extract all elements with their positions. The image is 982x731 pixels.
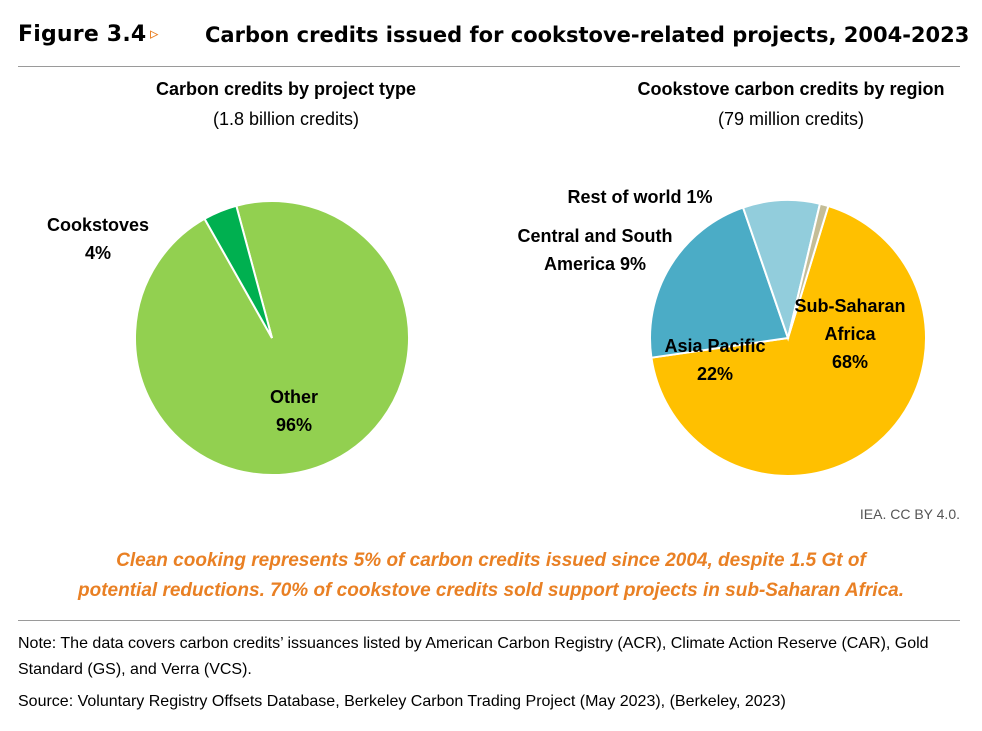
pie-project-type bbox=[134, 200, 410, 476]
slice-label-cookstoves: Cookstoves 4% bbox=[30, 211, 166, 267]
slice-label-csa-line1: Central and South bbox=[517, 226, 673, 246]
slice-label-central-south-america: Central and South America 9% bbox=[495, 222, 695, 278]
summary-line-1: Clean cooking represents 5% of carbon cr… bbox=[116, 550, 866, 571]
credit-text: IEA. CC BY 4.0. bbox=[859, 506, 960, 522]
pie-region bbox=[649, 199, 927, 477]
header-divider bbox=[18, 66, 960, 67]
slice-label-other-pct: 96% bbox=[275, 415, 313, 435]
slice-label-asia-pacific-pct: 22% bbox=[696, 364, 734, 384]
pie-slice-sub_saharan bbox=[650, 204, 927, 477]
pie-slice-rest_of_world bbox=[787, 202, 830, 339]
slice-label-csa-line2: America 9% bbox=[543, 254, 647, 274]
slice-label-asia-pacific-name: Asia Pacific bbox=[664, 336, 766, 356]
slice-label-other-name: Other bbox=[269, 387, 318, 407]
slice-label-ssa-line2: Africa bbox=[824, 324, 876, 344]
note-text: Note: The data covers carbon credits’ is… bbox=[18, 635, 929, 678]
slice-label-sub-saharan-africa: Sub-Saharan Africa 68% bbox=[780, 292, 920, 376]
right-chart-title: Cookstove carbon credits by region bbox=[637, 79, 945, 99]
footer-divider bbox=[18, 620, 960, 621]
pie-slice-cookstoves bbox=[203, 204, 273, 339]
slice-label-other: Other 96% bbox=[234, 383, 354, 439]
left-chart-title: Carbon credits by project type bbox=[155, 79, 417, 99]
slice-label-cookstoves-pct: 4% bbox=[84, 243, 111, 263]
figure-label: Figure 3.4 bbox=[18, 22, 147, 47]
figure-arrow-icon: ▹ bbox=[150, 24, 159, 43]
summary-line-2: potential reductions. 70% of cookstove c… bbox=[78, 580, 904, 601]
slice-label-rest-of-world: Rest of world 1% bbox=[567, 187, 713, 207]
slice-label-asia-pacific: Asia Pacific 22% bbox=[650, 332, 780, 388]
figure-title: Carbon credits issued for cookstove-rela… bbox=[205, 23, 970, 47]
source-text: Source: Voluntary Registry Offsets Datab… bbox=[18, 693, 786, 710]
summary-text: Clean cooking represents 5% of carbon cr… bbox=[0, 546, 982, 606]
slice-label-ssa-line1: Sub-Saharan bbox=[794, 296, 906, 316]
pie-slice-asia_pacific bbox=[649, 206, 790, 359]
left-chart-subtitle: (1.8 billion credits) bbox=[212, 109, 360, 129]
slice-label-ssa-pct: 68% bbox=[831, 352, 869, 372]
right-chart-subtitle: (79 million credits) bbox=[717, 109, 865, 129]
slice-label-cookstoves-name: Cookstoves bbox=[46, 215, 150, 235]
